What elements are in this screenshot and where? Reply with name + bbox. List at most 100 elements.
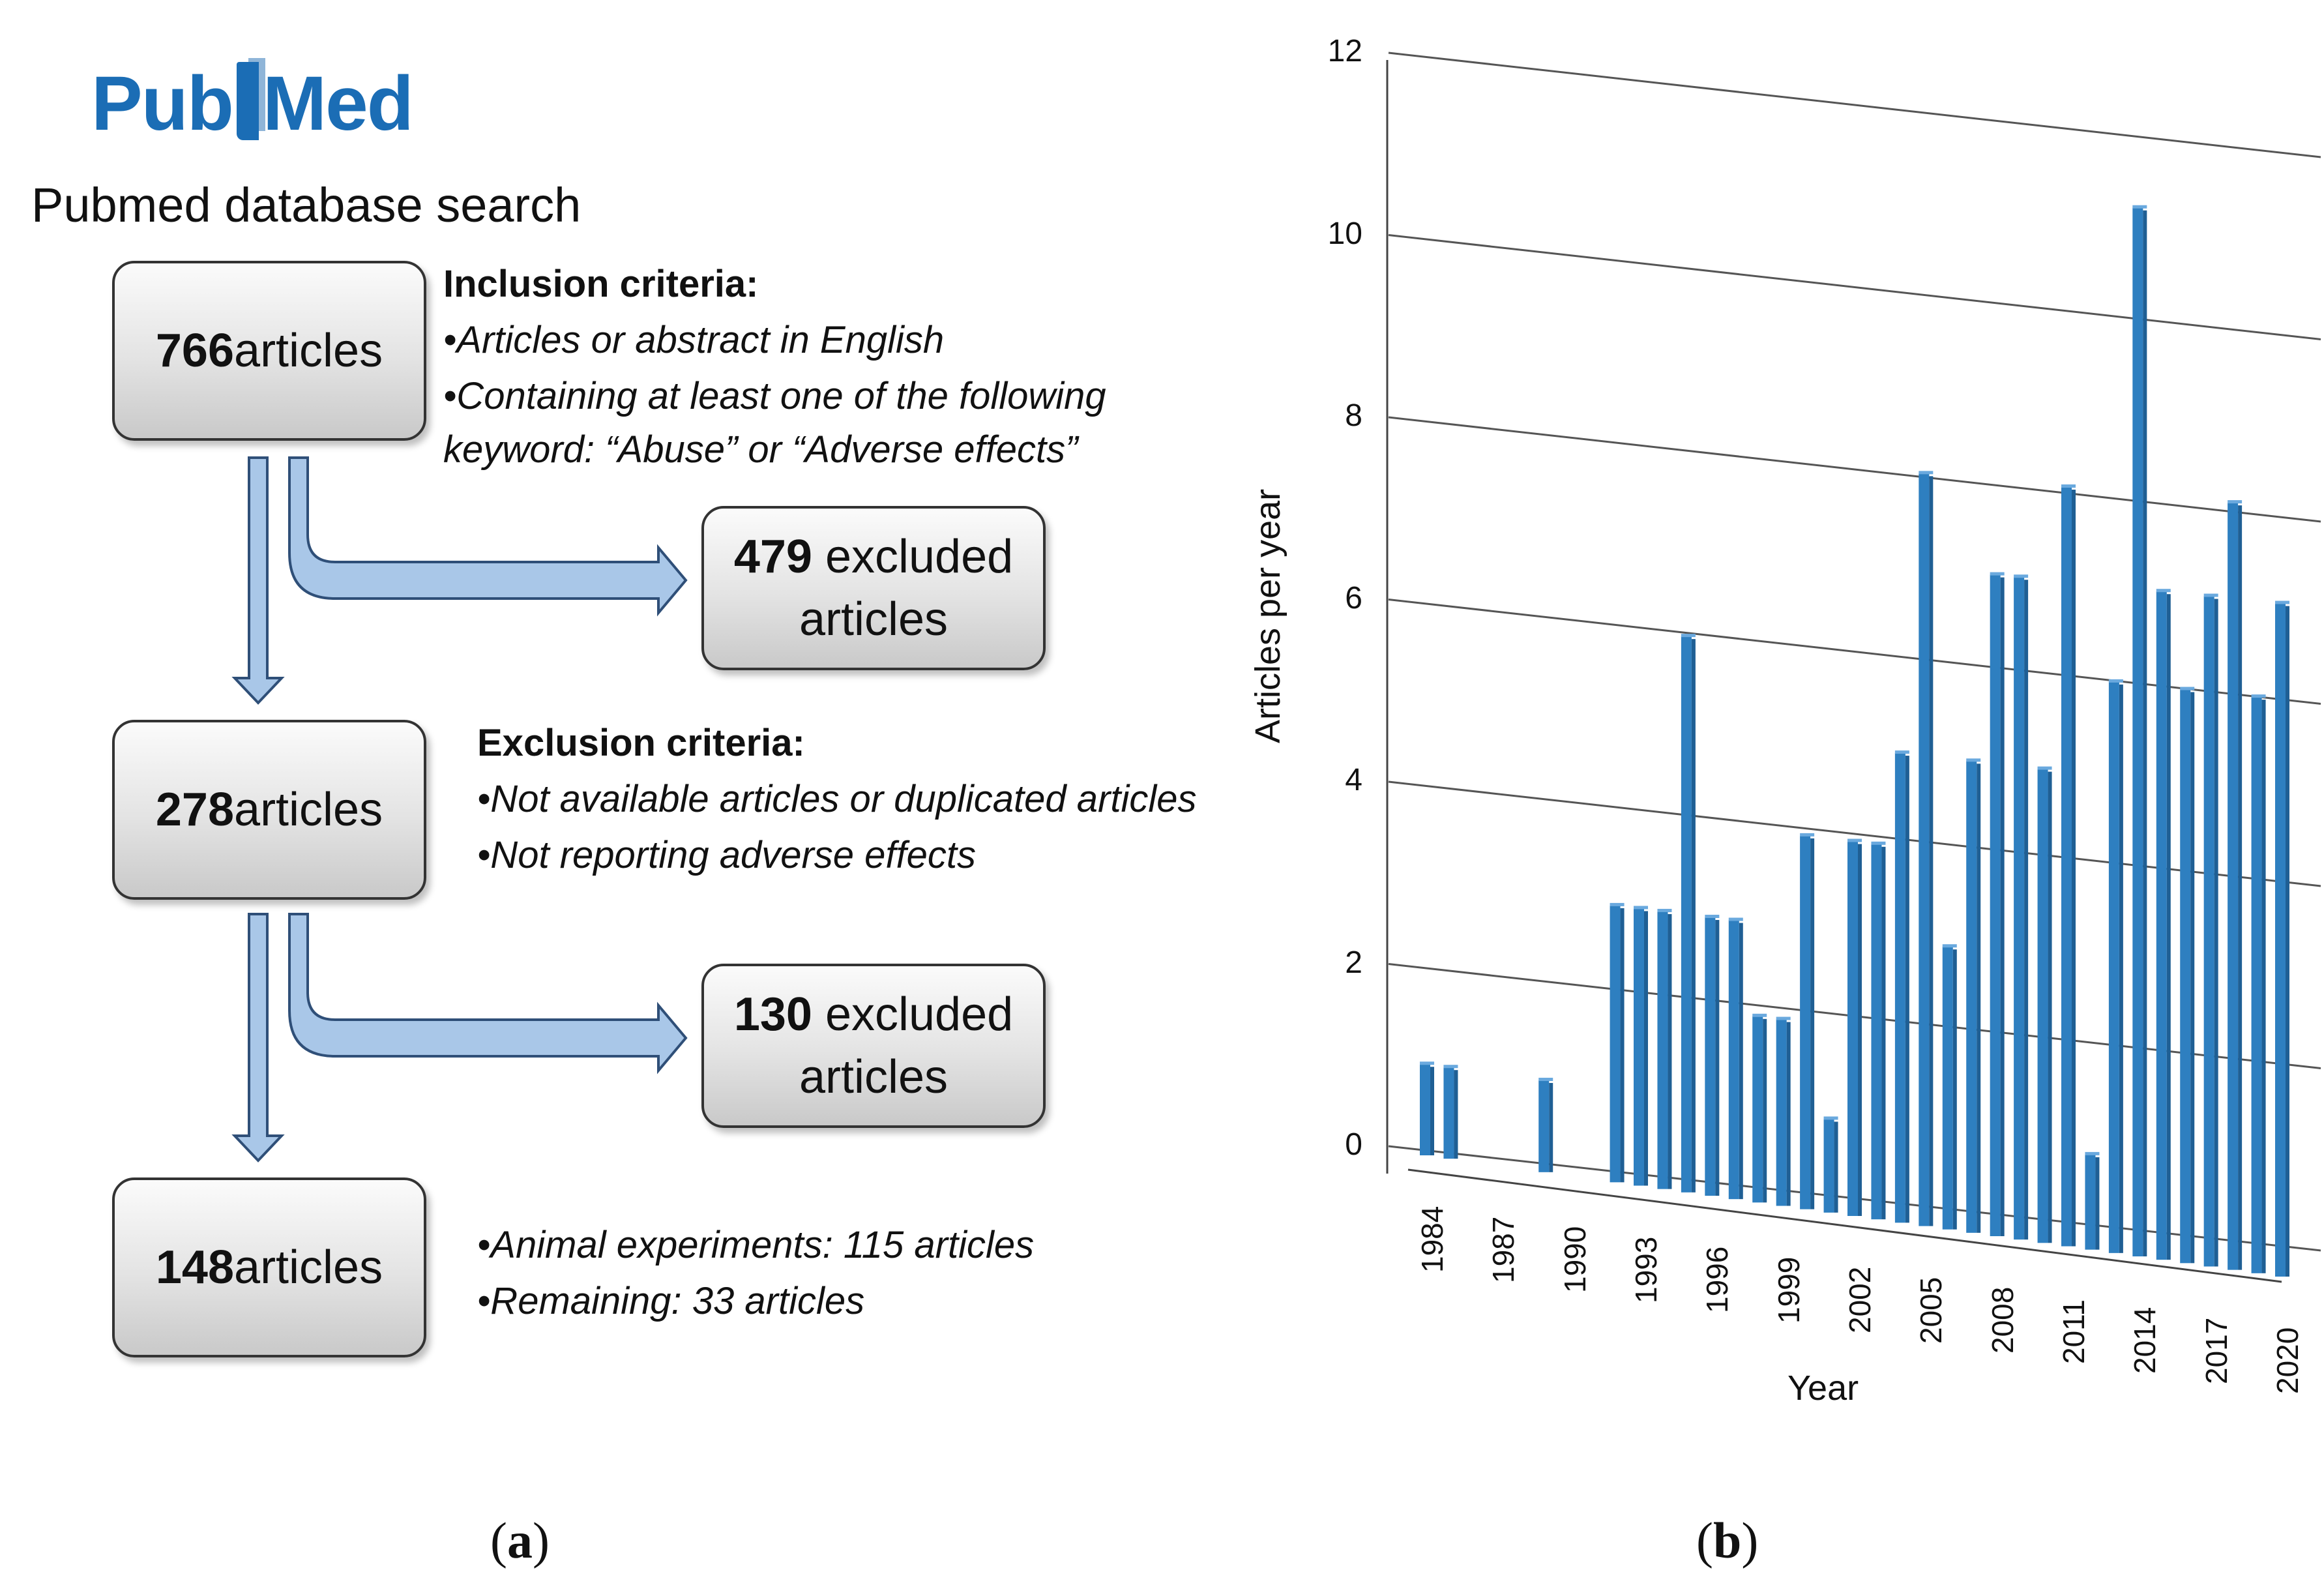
bar-2018: [2228, 503, 2239, 1270]
y-axis-title: Articles per year: [1248, 488, 1287, 743]
x-axis: [1407, 1168, 2282, 1283]
x-tick-label: 1999: [1771, 1256, 1806, 1324]
bar-2002: [1847, 841, 1858, 1216]
box-label: articles: [234, 784, 383, 836]
breakdown-item: •Animal experiments: 115 articles: [477, 1224, 1035, 1266]
bar-side-2005: [1929, 476, 1934, 1226]
y-tick-label: 0: [1345, 1127, 1362, 1162]
bar-side-2013: [2119, 684, 2123, 1253]
paren-close: ): [532, 1512, 550, 1569]
x-tick-label: 2008: [1985, 1286, 2020, 1354]
bar-1995: [1681, 636, 1692, 1192]
down-arrow-1: [231, 456, 285, 705]
excluded-articles-label: articles: [799, 593, 949, 645]
count-766: 766: [155, 325, 235, 377]
bar-top-2005: [1919, 471, 1934, 475]
bar-side-2014: [2143, 210, 2147, 1256]
bar-side-2012: [2095, 1157, 2100, 1250]
count-278: 278: [155, 784, 235, 836]
panel-label-b: (b): [1696, 1511, 1758, 1570]
bar-1999: [1776, 1019, 1787, 1206]
bar-side-1989: [1549, 1083, 1553, 1172]
bar-top-2002: [1847, 838, 1862, 842]
bar-side-1994: [1668, 913, 1672, 1189]
box-label: articles: [234, 325, 383, 377]
bar-top-2011: [2061, 484, 2076, 488]
bar-top-2010: [2037, 766, 2052, 770]
count-148: 148: [155, 1241, 235, 1294]
x-axis-title: Year: [1787, 1369, 1859, 1408]
inclusion-item: •Articles or abstract in English: [443, 319, 945, 361]
inclusion-criteria-title: Inclusion criteria:: [443, 263, 759, 305]
x-tick-label: 1984: [1415, 1206, 1449, 1273]
breakdown-item: •Remaining: 33 articles: [477, 1280, 865, 1322]
bar-top-1992: [1610, 902, 1625, 906]
bar-side-2001: [1834, 1121, 1838, 1213]
down-arrow-2: [231, 913, 285, 1163]
bar-top-2016: [2180, 687, 2195, 690]
bar-side-2000: [1810, 838, 1815, 1209]
bar-top-2020: [2275, 600, 2289, 604]
x-tick-label: 1996: [1700, 1246, 1735, 1313]
y-tick-label: 6: [1345, 580, 1362, 615]
gridline: [1388, 234, 2321, 340]
x-tick-label: 1987: [1486, 1216, 1521, 1283]
excluded-line-1: 130 excluded: [734, 983, 1013, 1046]
bar-side-1995: [1691, 639, 1696, 1192]
bar-2010: [2037, 769, 2048, 1243]
bar-top-2012: [2085, 1151, 2100, 1155]
inclusion-item: keyword: “Abuse” or “Adverse effects”: [443, 428, 1078, 471]
included-articles-box: 148 articles: [112, 1178, 426, 1357]
bar-top-1984: [1420, 1061, 1434, 1065]
bar-side-2007: [1977, 763, 1981, 1233]
bar-side-1984: [1430, 1067, 1434, 1155]
book-icon: [236, 62, 259, 140]
bar-top-1999: [1776, 1016, 1791, 1020]
bar-side-1999: [1786, 1022, 1791, 1206]
bar-top-2018: [2228, 500, 2243, 504]
bar-1996: [1705, 917, 1716, 1196]
bar-top-1996: [1705, 915, 1720, 918]
bar-top-2003: [1871, 841, 1886, 845]
y-tick-label: 12: [1327, 34, 1362, 68]
bar-2001: [1823, 1119, 1834, 1213]
flow-arrows: [231, 456, 688, 1163]
excluded-line-1: 479 excluded: [734, 526, 1013, 588]
bar-top-2004: [1894, 750, 1909, 754]
articles-per-year-chart: [1386, 52, 2321, 1283]
bar-side-1996: [1715, 920, 1720, 1196]
bar-top-2013: [2108, 679, 2123, 683]
bar-2009: [2014, 577, 2025, 1240]
bar-top-1997: [1728, 917, 1743, 921]
x-tick-label: 2017: [2199, 1317, 2233, 1384]
bar-2011: [2061, 487, 2072, 1247]
bar-2005: [1919, 473, 1930, 1226]
screened-articles-box: 278 articles: [112, 720, 426, 900]
bar-side-1985: [1454, 1070, 1458, 1159]
bar-top-2008: [1990, 572, 2005, 576]
bar-side-2018: [2238, 505, 2243, 1270]
bar-side-2003: [1881, 846, 1886, 1220]
paren-open: (: [1696, 1512, 1713, 1569]
inclusion-item: •Containing at least one of the followin…: [443, 375, 1106, 417]
bar-side-2020: [2286, 606, 2289, 1277]
bar-top-1989: [1538, 1078, 1553, 1082]
paren-open: (: [490, 1512, 507, 1569]
count-479: 479: [733, 531, 812, 583]
x-tick-label: 2005: [1914, 1277, 1949, 1344]
panel-letter: a: [507, 1512, 533, 1569]
search-caption: Pubmed database search: [31, 178, 581, 232]
bar-top-2007: [1966, 758, 1981, 762]
bar-2008: [1990, 574, 2001, 1236]
bar-side-2015: [2166, 594, 2171, 1260]
bar-1998: [1752, 1016, 1763, 1203]
bar-1984: [1420, 1064, 1430, 1155]
logo-text-pub: Pub: [91, 61, 234, 147]
logo-text-med: Med: [262, 61, 414, 147]
bar-side-1997: [1739, 923, 1743, 1200]
bar-1993: [1634, 908, 1644, 1186]
bar-side-2002: [1858, 844, 1862, 1216]
paren-close: ): [1741, 1512, 1759, 1569]
bar-top-1994: [1657, 908, 1672, 912]
total-articles-box: 766 articles: [112, 261, 426, 441]
